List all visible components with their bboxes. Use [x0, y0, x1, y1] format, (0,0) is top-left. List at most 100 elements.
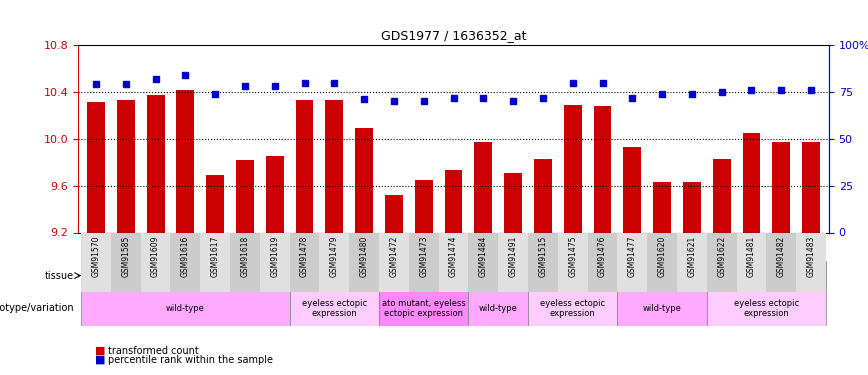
Bar [355, 128, 373, 232]
Text: GSM91515: GSM91515 [538, 236, 548, 277]
Text: eyeless ectopic
expression: eyeless ectopic expression [540, 299, 605, 318]
FancyBboxPatch shape [498, 232, 528, 292]
FancyBboxPatch shape [201, 261, 438, 291]
FancyBboxPatch shape [201, 232, 230, 292]
Text: GSM91477: GSM91477 [628, 236, 637, 277]
Bar [683, 182, 700, 232]
Text: GSM91473: GSM91473 [419, 236, 428, 277]
FancyBboxPatch shape [588, 232, 617, 292]
Bar [415, 180, 432, 232]
Bar [475, 142, 492, 232]
Bar [117, 100, 135, 232]
Text: eye discs: eye discs [118, 271, 163, 280]
FancyBboxPatch shape [469, 232, 498, 292]
Bar [385, 195, 403, 232]
Text: GSM91474: GSM91474 [449, 236, 458, 277]
Text: eyeless ectopic
expression: eyeless ectopic expression [302, 299, 367, 318]
Text: wing discs: wing discs [696, 271, 747, 280]
FancyBboxPatch shape [290, 232, 319, 292]
Bar [207, 175, 224, 232]
FancyBboxPatch shape [766, 232, 796, 292]
Text: GSM91483: GSM91483 [806, 236, 816, 277]
Bar [534, 159, 552, 232]
Text: GSM91621: GSM91621 [687, 236, 696, 277]
FancyBboxPatch shape [528, 232, 558, 292]
FancyBboxPatch shape [438, 232, 469, 292]
Text: GSM91475: GSM91475 [569, 236, 577, 277]
Text: ato mutant, eyeless
ectopic expression: ato mutant, eyeless ectopic expression [382, 299, 465, 318]
Bar [623, 147, 641, 232]
Text: GSM91620: GSM91620 [658, 236, 667, 277]
Text: ■: ■ [95, 355, 106, 365]
Text: GSM91491: GSM91491 [509, 236, 517, 277]
FancyBboxPatch shape [648, 232, 677, 292]
Bar [504, 173, 522, 232]
FancyBboxPatch shape [230, 232, 260, 292]
Bar [236, 160, 254, 232]
Bar [87, 102, 105, 232]
Bar [444, 170, 463, 232]
Text: GSM91617: GSM91617 [211, 236, 220, 277]
FancyBboxPatch shape [170, 232, 201, 292]
Text: GSM91481: GSM91481 [747, 236, 756, 277]
Text: GSM91618: GSM91618 [240, 236, 249, 277]
Text: GSM91616: GSM91616 [181, 236, 190, 277]
Text: GSM91482: GSM91482 [777, 236, 786, 277]
Bar [147, 95, 165, 232]
Text: ■: ■ [95, 346, 106, 355]
FancyBboxPatch shape [707, 232, 737, 292]
FancyBboxPatch shape [81, 261, 201, 291]
Text: GSM91619: GSM91619 [270, 236, 279, 277]
FancyBboxPatch shape [141, 232, 170, 292]
FancyBboxPatch shape [290, 291, 379, 326]
Text: GSM91609: GSM91609 [151, 236, 160, 277]
Bar [773, 142, 790, 232]
Text: GSM91570: GSM91570 [91, 236, 101, 277]
FancyBboxPatch shape [260, 232, 290, 292]
Bar [266, 156, 284, 232]
FancyBboxPatch shape [469, 291, 528, 326]
Text: GSM91472: GSM91472 [390, 236, 398, 277]
Text: eyeless ectopic
expression: eyeless ectopic expression [733, 299, 799, 318]
FancyBboxPatch shape [379, 232, 409, 292]
Text: tissue: tissue [44, 271, 74, 280]
FancyBboxPatch shape [81, 291, 290, 326]
Text: wild-type: wild-type [479, 304, 517, 313]
FancyBboxPatch shape [319, 232, 349, 292]
Text: leg discs: leg discs [299, 271, 341, 280]
FancyBboxPatch shape [617, 232, 648, 292]
Bar [176, 90, 194, 232]
FancyBboxPatch shape [379, 291, 469, 326]
Text: transformed count: transformed count [108, 346, 200, 355]
Text: GSM91480: GSM91480 [359, 236, 369, 277]
FancyBboxPatch shape [438, 261, 617, 291]
FancyBboxPatch shape [677, 232, 707, 292]
Text: GSM91622: GSM91622 [717, 236, 727, 277]
Bar [653, 182, 671, 232]
Bar [802, 142, 820, 232]
Text: genotype/variation: genotype/variation [0, 303, 74, 313]
Text: wild-type: wild-type [166, 304, 205, 313]
Text: GSM91478: GSM91478 [300, 236, 309, 277]
FancyBboxPatch shape [707, 291, 826, 326]
FancyBboxPatch shape [349, 232, 379, 292]
FancyBboxPatch shape [81, 232, 111, 292]
FancyBboxPatch shape [796, 232, 826, 292]
Text: GSM91484: GSM91484 [479, 236, 488, 277]
Bar [296, 100, 313, 232]
FancyBboxPatch shape [409, 232, 438, 292]
Bar [713, 159, 731, 232]
Text: percentile rank within the sample: percentile rank within the sample [108, 355, 273, 365]
Bar [564, 105, 582, 232]
Bar [594, 106, 611, 232]
FancyBboxPatch shape [528, 291, 617, 326]
Text: GSM91476: GSM91476 [598, 236, 607, 277]
FancyBboxPatch shape [617, 261, 826, 291]
Text: GSM91585: GSM91585 [122, 236, 130, 277]
Text: wild-type: wild-type [642, 304, 681, 313]
FancyBboxPatch shape [737, 232, 766, 292]
Text: GSM91479: GSM91479 [330, 236, 339, 277]
FancyBboxPatch shape [558, 232, 588, 292]
Text: antennal discs: antennal discs [492, 271, 563, 280]
FancyBboxPatch shape [617, 291, 707, 326]
